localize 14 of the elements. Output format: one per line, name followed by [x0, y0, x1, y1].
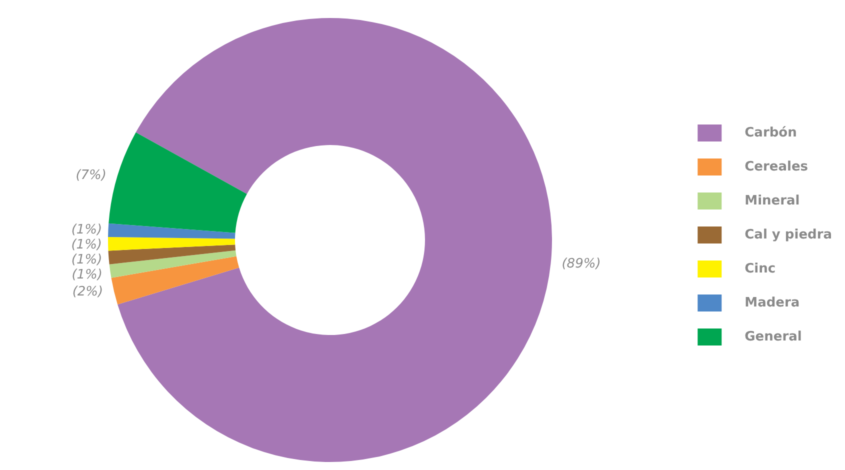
data-label: (1%): [71, 252, 102, 268]
legend-label: Cinc: [744, 262, 776, 276]
legend-label: Mineral: [744, 194, 800, 208]
data-label: (2%): [72, 284, 104, 300]
legend-label: Cereales: [744, 160, 808, 174]
legend-label: Cal y piedra: [744, 228, 832, 242]
data-label: (1%): [71, 238, 102, 253]
legend-label: Carbón: [744, 126, 797, 140]
data-label: (1%): [72, 268, 102, 283]
data-label: (89%): [562, 256, 601, 272]
legend-label: Madera: [744, 296, 800, 310]
data-label: (1%): [71, 222, 102, 238]
legend-label: General: [744, 330, 802, 344]
data-label: (7%): [76, 168, 106, 183]
